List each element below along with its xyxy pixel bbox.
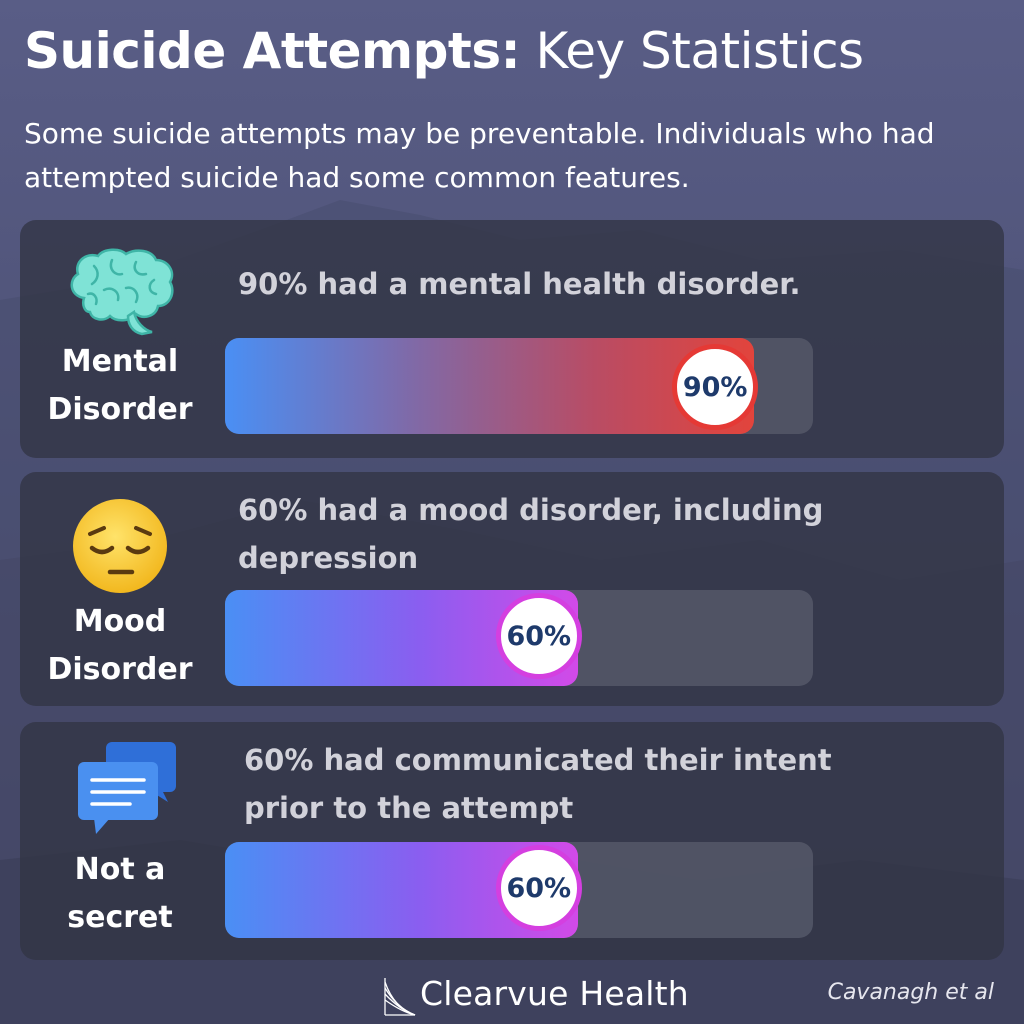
- percent-badge: 60%: [495, 593, 582, 679]
- percent-badge: 60%: [495, 845, 582, 931]
- stat-text-line1: 60% had communicated their intent: [244, 743, 832, 777]
- brand-mark-icon: [384, 978, 416, 1016]
- category-label-line2: Disorder: [47, 392, 193, 427]
- stat-text-line2: depression: [238, 541, 419, 575]
- pensive-face-icon: [73, 499, 167, 593]
- citation: Cavanagh et al: [827, 980, 994, 1005]
- chat-bubbles-icon: [78, 742, 176, 834]
- stat-text-line2: prior to the attempt: [244, 791, 574, 825]
- brain-icon: [70, 248, 174, 336]
- stat-text-line1: 90% had a mental health disorder.: [238, 267, 801, 301]
- category-label-line1: Not a: [74, 852, 166, 887]
- stat-card-mental-disorder: Mental Disorder 90% had a mental health …: [20, 220, 1004, 458]
- stat-text-line1: 60% had a mood disorder, including: [238, 493, 824, 527]
- brand-name: Clearvue Health: [420, 973, 689, 1013]
- category-label-line1: Mental: [61, 344, 179, 379]
- category-label-line2: secret: [67, 900, 173, 935]
- title-light: Key Statistics: [535, 22, 865, 80]
- page-title: Suicide Attempts: Key Statistics: [24, 22, 864, 80]
- progress-fill: [225, 338, 755, 434]
- stat-card-mood-disorder: Mood Disorder 60% had a mood disorder, i…: [20, 472, 1004, 706]
- stat-card-not-a-secret: Not a secret 60% had communicated their …: [20, 722, 1004, 960]
- page-subtitle: Some suicide attempts may be preventable…: [24, 117, 935, 194]
- percent-badge: 90%: [672, 344, 759, 430]
- category-label-line2: Disorder: [47, 652, 193, 687]
- title-bold: Suicide Attempts:: [24, 22, 521, 80]
- progress-track: [225, 338, 813, 434]
- brand-logo: Clearvue Health: [382, 968, 689, 1018]
- category-label-line1: Mood: [73, 604, 167, 639]
